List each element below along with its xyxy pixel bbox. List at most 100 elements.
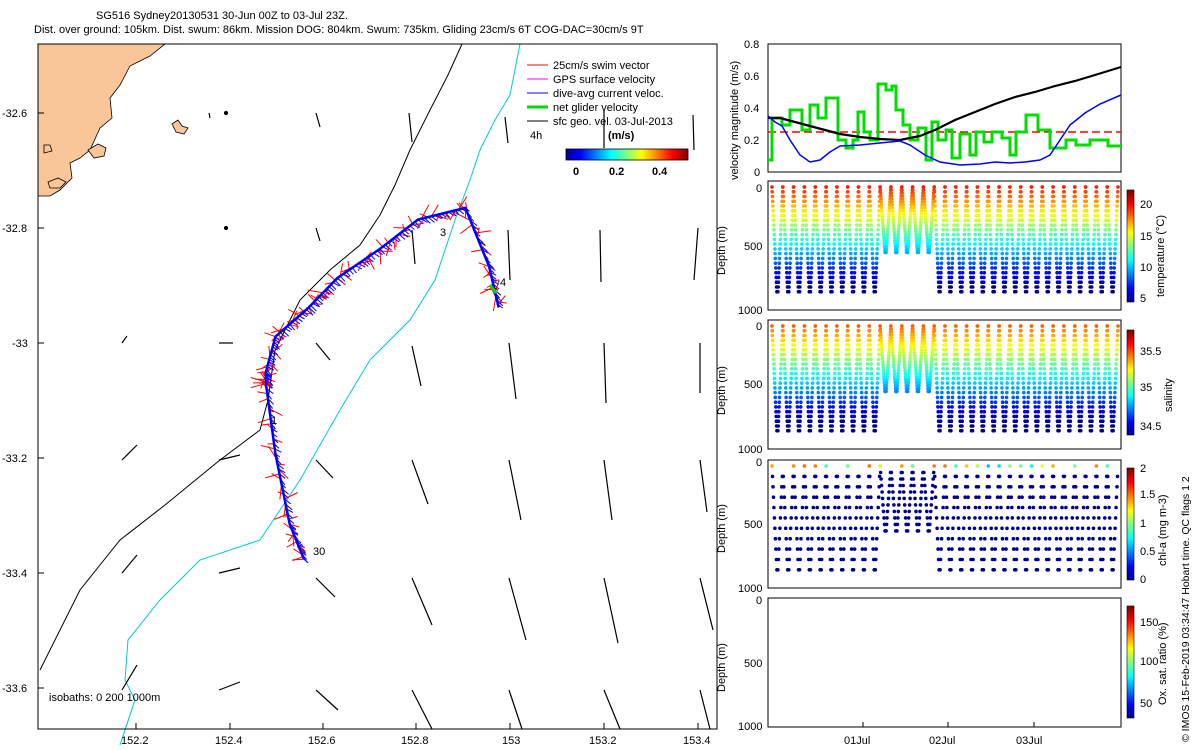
profile-sample — [1025, 290, 1029, 294]
profile-sample — [1021, 516, 1025, 520]
profile-sample — [774, 537, 778, 541]
profile-sample — [1087, 400, 1091, 404]
profile-sample — [999, 353, 1003, 357]
profile-sample — [943, 329, 947, 333]
profile-sample — [793, 200, 797, 204]
glider-track-map: 1 30 3 4 -32.6 -32.8 -33 -33.2 -33.4 -33… — [0, 0, 730, 750]
profile-sample — [865, 381, 869, 385]
profile-sample — [1065, 527, 1069, 531]
profile-sample — [794, 377, 798, 381]
profile-sample — [973, 527, 977, 531]
profile-sample — [884, 251, 888, 255]
profile-sample — [943, 185, 947, 189]
profile-sample — [951, 247, 955, 251]
profile-sample — [1054, 247, 1058, 251]
profile-sample — [809, 276, 813, 280]
profile-sample — [773, 527, 777, 531]
profile-sample — [844, 367, 848, 371]
profile-sample — [933, 475, 937, 479]
profile-sample — [836, 200, 840, 204]
profile-sample — [1037, 266, 1041, 270]
profile-sample — [955, 195, 959, 199]
profile-sample — [1003, 568, 1007, 572]
profile-sample — [784, 386, 788, 390]
profile-sample — [843, 247, 847, 251]
profile-sample — [820, 415, 824, 419]
profile-sample — [863, 415, 867, 419]
legend-swim: 25cm/s swim vector — [553, 60, 650, 72]
profile-sample — [1037, 252, 1041, 256]
profile-sample — [1007, 358, 1011, 362]
profile-sample — [792, 195, 796, 199]
profile-sample — [857, 200, 861, 204]
profile-sample — [989, 242, 993, 246]
profile-sample — [1032, 228, 1036, 232]
profile-sample — [826, 228, 830, 232]
profile-sample — [1020, 214, 1024, 218]
profile-sample — [1105, 324, 1109, 328]
profile-sample — [834, 358, 838, 362]
profile-sample — [939, 276, 943, 280]
profile-sample — [1055, 396, 1059, 400]
profile-sample — [978, 228, 982, 232]
profile-sample — [779, 367, 783, 371]
profile-sample — [955, 209, 959, 213]
profile-sample — [805, 367, 809, 371]
profile-sample — [864, 410, 868, 414]
profile-sample — [799, 271, 803, 275]
profile-sample — [866, 506, 870, 510]
profile-sample — [994, 537, 998, 541]
profile-sample — [1075, 219, 1079, 223]
profile-sample — [1060, 238, 1064, 242]
profile-sample — [1015, 280, 1019, 284]
profile-sample — [1047, 547, 1051, 551]
profile-sample — [977, 204, 981, 208]
profile-sample — [954, 324, 958, 328]
profile-sample — [848, 233, 852, 237]
profile-sample — [930, 490, 934, 494]
profile-sample — [1114, 238, 1118, 242]
profile-sample — [951, 242, 955, 246]
profile-sample — [875, 386, 879, 390]
profile-sample — [1019, 334, 1023, 338]
profile-sample — [1036, 415, 1040, 419]
profile-sample — [804, 214, 808, 218]
profile-sample — [773, 242, 777, 246]
profile-sample — [832, 537, 836, 541]
profile-sample — [966, 339, 970, 343]
profile-sample — [1102, 396, 1106, 400]
profile-sample — [973, 386, 977, 390]
profile-sample — [859, 516, 863, 520]
profile-sample — [1113, 261, 1117, 265]
profile-sample — [968, 391, 972, 395]
profile-sample — [866, 228, 870, 232]
profile-sample — [941, 506, 945, 510]
profile-sample — [820, 424, 824, 428]
profile-sample — [771, 485, 775, 489]
profile-sample — [935, 372, 939, 376]
profile-sample — [1071, 362, 1075, 366]
temp-cbar-0: 5 — [1140, 293, 1146, 305]
profile-sample — [1033, 527, 1037, 531]
profile-sample — [778, 261, 782, 265]
profile-sample — [783, 377, 787, 381]
profile-sample — [778, 396, 782, 400]
profile-sample — [832, 257, 836, 261]
profile-sample — [982, 568, 986, 572]
profile-sample — [1009, 200, 1013, 204]
vel-ytick-2: 0.4 — [744, 103, 759, 115]
profile-sample — [820, 547, 824, 551]
profile-sample — [1107, 506, 1111, 510]
profile-sample — [1039, 367, 1043, 371]
profile-sample — [1081, 377, 1085, 381]
profile-sample — [1075, 506, 1079, 510]
profile-sample — [781, 190, 785, 194]
profile-sample — [1081, 252, 1085, 256]
profile-sample — [805, 242, 809, 246]
profile-sample — [885, 516, 889, 520]
profile-sample — [787, 424, 791, 428]
profile-sample — [836, 334, 840, 338]
profile-sample — [864, 405, 868, 409]
profile-sample — [902, 497, 906, 501]
profile-sample — [1025, 280, 1029, 284]
